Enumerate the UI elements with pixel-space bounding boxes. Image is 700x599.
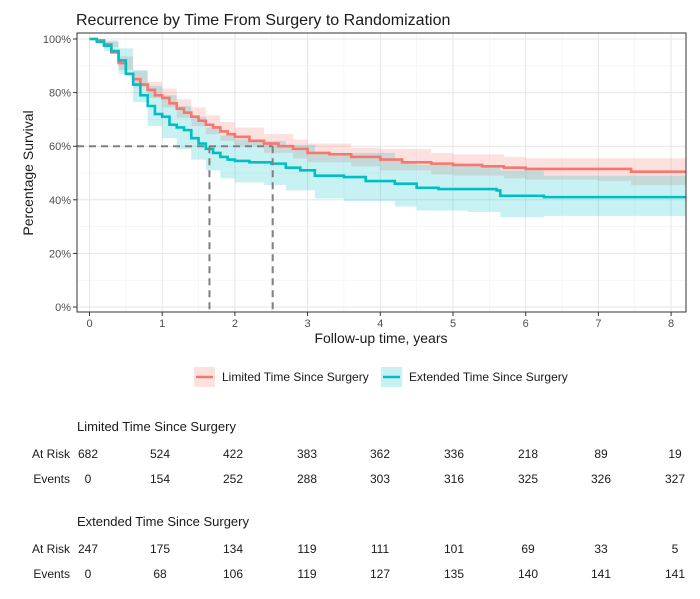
risk-cell: 0: [85, 472, 92, 486]
risk-cell: 89: [594, 447, 608, 461]
y-tick-label: 100%: [43, 34, 71, 46]
risk-cell: 141: [591, 567, 611, 581]
risk-cell: 154: [150, 472, 170, 486]
y-tick-label: 80%: [49, 88, 71, 100]
risk-cell: 316: [444, 472, 464, 486]
risk-cell: 111: [371, 542, 390, 556]
risk-cell: 252: [223, 472, 243, 486]
confidence-band-extended: [89, 39, 686, 218]
y-tick-label: 40%: [49, 195, 71, 207]
survival-line-extended: [89, 37, 686, 199]
risk-cell: 327: [665, 472, 685, 486]
risk-cell: 303: [370, 472, 390, 486]
legend-label-limited: Limited Time Since Surgery: [222, 370, 369, 384]
survival-line-limited: [89, 37, 686, 173]
risk-cell: 175: [150, 542, 170, 556]
risk-cell: 68: [153, 567, 167, 581]
risk-cell: 422: [223, 447, 243, 461]
risk-group-title: Extended Time Since Surgery: [77, 514, 249, 529]
risk-row-label-events: Events: [33, 567, 70, 581]
risk-cell: 119: [297, 567, 316, 581]
risk-cell: 19: [668, 447, 682, 461]
risk-row-label-at-risk: At Risk: [32, 447, 71, 461]
risk-cell: 135: [444, 567, 464, 581]
risk-cell: 5: [672, 542, 679, 556]
y-tick-label: 20%: [49, 248, 71, 260]
x-tick-label: 8: [668, 318, 674, 330]
x-tick-label: 1: [159, 318, 165, 330]
risk-cell: 362: [370, 447, 390, 461]
risk-cell: 69: [521, 542, 535, 556]
risk-cell: 524: [150, 447, 170, 461]
risk-cell: 288: [297, 472, 317, 486]
risk-cell: 336: [444, 447, 464, 461]
x-tick-label: 0: [86, 318, 92, 330]
risk-cell: 247: [78, 542, 98, 556]
legend-label-extended: Extended Time Since Surgery: [409, 370, 568, 384]
risk-group-title: Limited Time Since Surgery: [77, 419, 236, 434]
legend: Limited Time Since Surgery Extended Time …: [194, 367, 568, 387]
x-tick-label: 7: [595, 318, 601, 330]
series-group: [89, 37, 686, 218]
risk-row-label-events: Events: [33, 472, 70, 486]
risk-cell: 101: [444, 542, 464, 556]
y-tick-label: 60%: [49, 141, 71, 153]
x-tick-label: 6: [523, 318, 529, 330]
confidence-band-limited: [89, 39, 686, 187]
y-axis-title: Percentage Survival: [20, 110, 36, 235]
x-tick-label: 3: [305, 318, 311, 330]
x-axis-title: Follow-up time, years: [314, 330, 447, 346]
x-tick-label: 5: [450, 318, 456, 330]
risk-cell: 119: [297, 542, 316, 556]
risk-cell: 106: [223, 567, 243, 581]
risk-cell: 682: [78, 447, 98, 461]
plot-area: 0 1 2 3 4 5 6 7 80%20%40%60%80%100%: [43, 32, 687, 330]
y-tick-label: 0%: [55, 302, 71, 314]
risk-cell: 218: [518, 447, 538, 461]
risk-cell: 326: [591, 472, 611, 486]
risk-cell: 134: [223, 542, 243, 556]
risk-cell: 383: [297, 447, 317, 461]
plot-background: [77, 33, 686, 312]
chart-title: Recurrence by Time From Surgery to Rando…: [76, 12, 450, 29]
risk-cell: 0: [85, 567, 92, 581]
risk-row-label-at-risk: At Risk: [32, 542, 71, 556]
plot-border: [76, 32, 687, 313]
risk-cell: 127: [370, 567, 390, 581]
risk-cell: 141: [665, 567, 685, 581]
risk-cell: 140: [518, 567, 538, 581]
x-tick-label: 2: [232, 318, 238, 330]
risk-table: Limited Time Since Surgery At Risk 682 524 4…: [32, 419, 685, 581]
risk-cell: 325: [518, 472, 538, 486]
risk-cell: 33: [594, 542, 608, 556]
x-tick-label: 4: [377, 318, 383, 330]
